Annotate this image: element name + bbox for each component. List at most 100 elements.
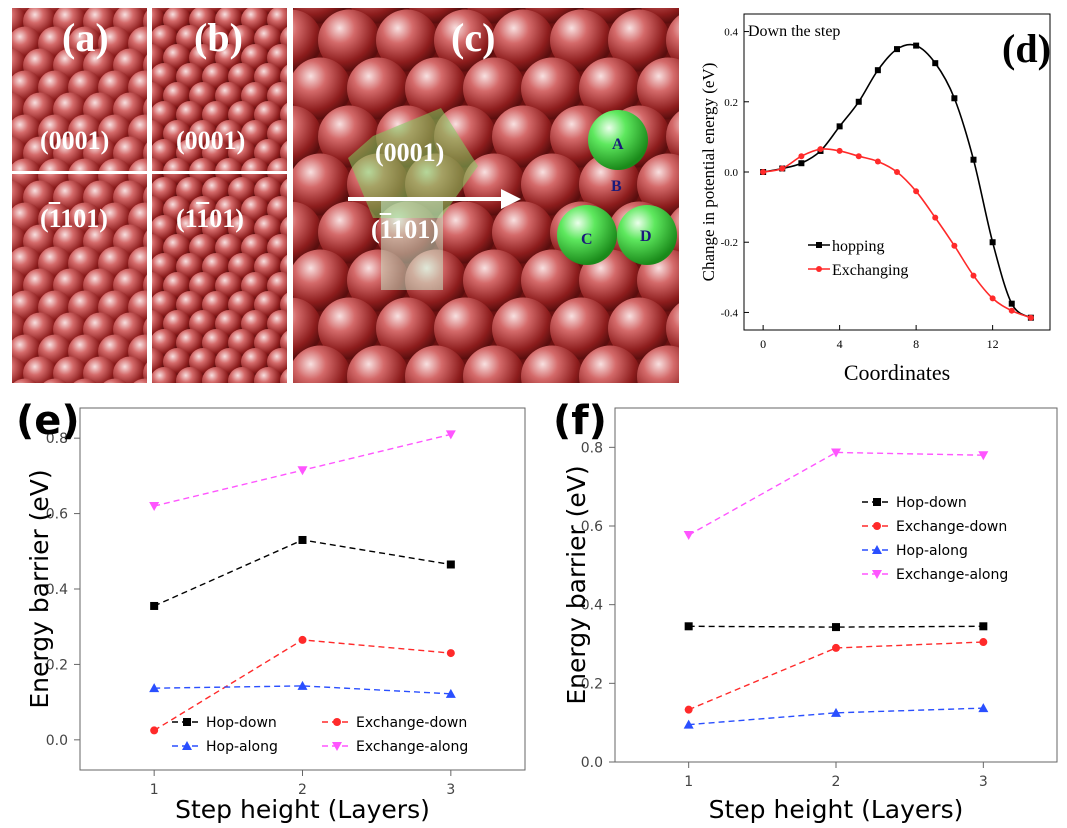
chart-f-legend-3-marker [872,570,882,579]
chart-d-legend-1-label: Exchanging [832,262,908,279]
chart-e-series-2-point [445,688,456,698]
chart-e: 1 2 3 0.0 0.2 0.4 0.6 0.8 Step height (Layers) En… [16,398,526,824]
chart-d-series-1-point [932,214,939,221]
chart-d-ytick-label: 0.2 [724,97,738,109]
panel-c-atom [434,201,496,264]
chart-d-series-1-point [1027,314,1034,321]
panel-c-atom [347,345,409,383]
panel-c-atom [637,249,679,312]
chart-d-series-1-point [855,153,862,160]
chart-f-ytick-label: 0.2 [581,676,603,692]
chart-e-series-0-point [150,601,159,610]
chart-f-legend-0-marker [873,498,881,506]
chart-e-series-0-line [153,539,451,607]
panel-c-atom [293,297,322,360]
chart-e-series-3-point [445,430,456,440]
panel-c-top-facet: (0001) [375,138,445,167]
panel-c-atom [521,345,583,383]
chart-e-xtick-label: 1 [150,782,159,798]
chart-f-ytick-label: 0.6 [581,519,603,535]
panel-c-atom [666,15,679,66]
panel-b-atom [228,367,256,383]
chart-d-series-0-point [989,239,996,246]
chart-d-ytick-label: -0.4 [721,307,739,319]
panel-c-atom [318,9,380,72]
adatom-c [557,205,617,265]
chart-e-ytick-label: 0.4 [46,582,68,598]
chart-f-legend-2-marker [872,545,882,554]
panel-b-surface-image: (b) (0001) (1101) [152,8,287,383]
chart-f-series-1-point [684,705,693,714]
panel-b-atom [176,367,204,383]
chart-f-series-0-point [979,622,988,631]
chart-e-legend-2-marker [182,741,192,750]
panel-a-atom [103,378,127,383]
chart-e-legend-1-label: Exchange-down [356,715,467,731]
chart-d-xtick-label: 4 [837,337,843,351]
chart-f: 1 2 3 0.0 0.2 0.4 0.6 0.8 Step height (Layers) En… [553,398,1058,824]
panel-c-surface-image: A B C D (c) (0001) (1101) [293,8,679,383]
chart-d-series-1-point [894,169,900,175]
panel-b-atom [254,367,282,383]
panel-a-atom [12,356,27,383]
panel-c-atom [434,297,496,360]
panel-c-bottom-facet: (1101) [371,215,439,244]
adatom-a [588,110,648,170]
chart-d-series-0-point [836,123,843,130]
chart-f-series-0-line [688,625,984,628]
chart-e-legend-2-label: Hop-along [206,739,278,755]
chart-e-ytick-label: 0.6 [46,507,68,523]
chart-d-series-1-point [913,188,920,195]
chart-f-xlabel: Step height (Layers) [709,795,964,824]
chart-d-series-1-point [817,146,824,153]
chart-f-series-0-point [684,622,693,631]
panel-c-atom [579,249,641,312]
chart-d-series-0-point [1008,300,1015,307]
chart-d-series-0-point [913,42,920,49]
panel-c-hexagon-0001 [348,108,478,218]
chart-e-series-1-point [298,635,307,644]
panel-c-atom [347,57,409,120]
chart-e-ylabel: Energy barrier (eV) [25,469,54,708]
chart-f-series-3-point [978,451,989,461]
panel-c-atom [434,9,496,72]
chart-f-series-2-point [978,703,989,713]
panel-c-atom [463,249,525,312]
chart-d-xtick-label: 8 [913,337,919,351]
site-d-label: D [640,228,652,245]
panel-a-atom [143,362,147,383]
panel-c-atom [550,297,612,360]
chart-d: 0 4 8 12 -0.4 -0.2 0.0 0.2 0.4 Down the step Coord… [699,13,1051,385]
chart-e-xtick-label: 2 [298,782,307,798]
panel-c-atom [293,105,322,168]
site-c-label: C [581,231,593,248]
chart-e-series-0-point [446,560,455,569]
panel-a-atom [43,378,67,383]
panel-c-atom [492,297,554,360]
panel-c-atom [376,297,438,360]
chart-d-xlabel: Coordinates [844,360,950,385]
panel-c-atom [521,249,583,312]
chart-e-legend-3-label: Exchange-along [356,739,468,755]
panel-c-atom [293,249,351,312]
chart-e-ytick-label: 0.8 [46,431,68,447]
chart-d-ytick-label: 0.4 [724,27,738,39]
chart-e-series-1-point [446,649,455,658]
site-b-label: B [611,178,622,195]
chart-d-series-1-point [779,165,786,172]
panel-b-top-facet: (0001) [176,126,246,155]
chart-e-xtick-label: 3 [446,782,455,798]
panel-c-atom [521,57,583,120]
chart-d-series-0-point [874,67,881,74]
chart-f-legend-2-label: Hop-along [896,543,968,559]
panel-a-atom [83,356,117,383]
chart-d-series-0-point [970,156,977,163]
panel-c-atom [492,201,554,264]
chart-f-xtick-label: 3 [979,774,988,790]
panel-e-label: (e) [16,398,80,444]
chart-f-series-1-point [832,643,840,652]
chart-d-xtick-label: 0 [760,337,766,351]
chart-f-ytick-label: 0.4 [581,598,603,614]
panel-b-atom [202,367,230,383]
chart-f-series-3-point [831,448,841,458]
